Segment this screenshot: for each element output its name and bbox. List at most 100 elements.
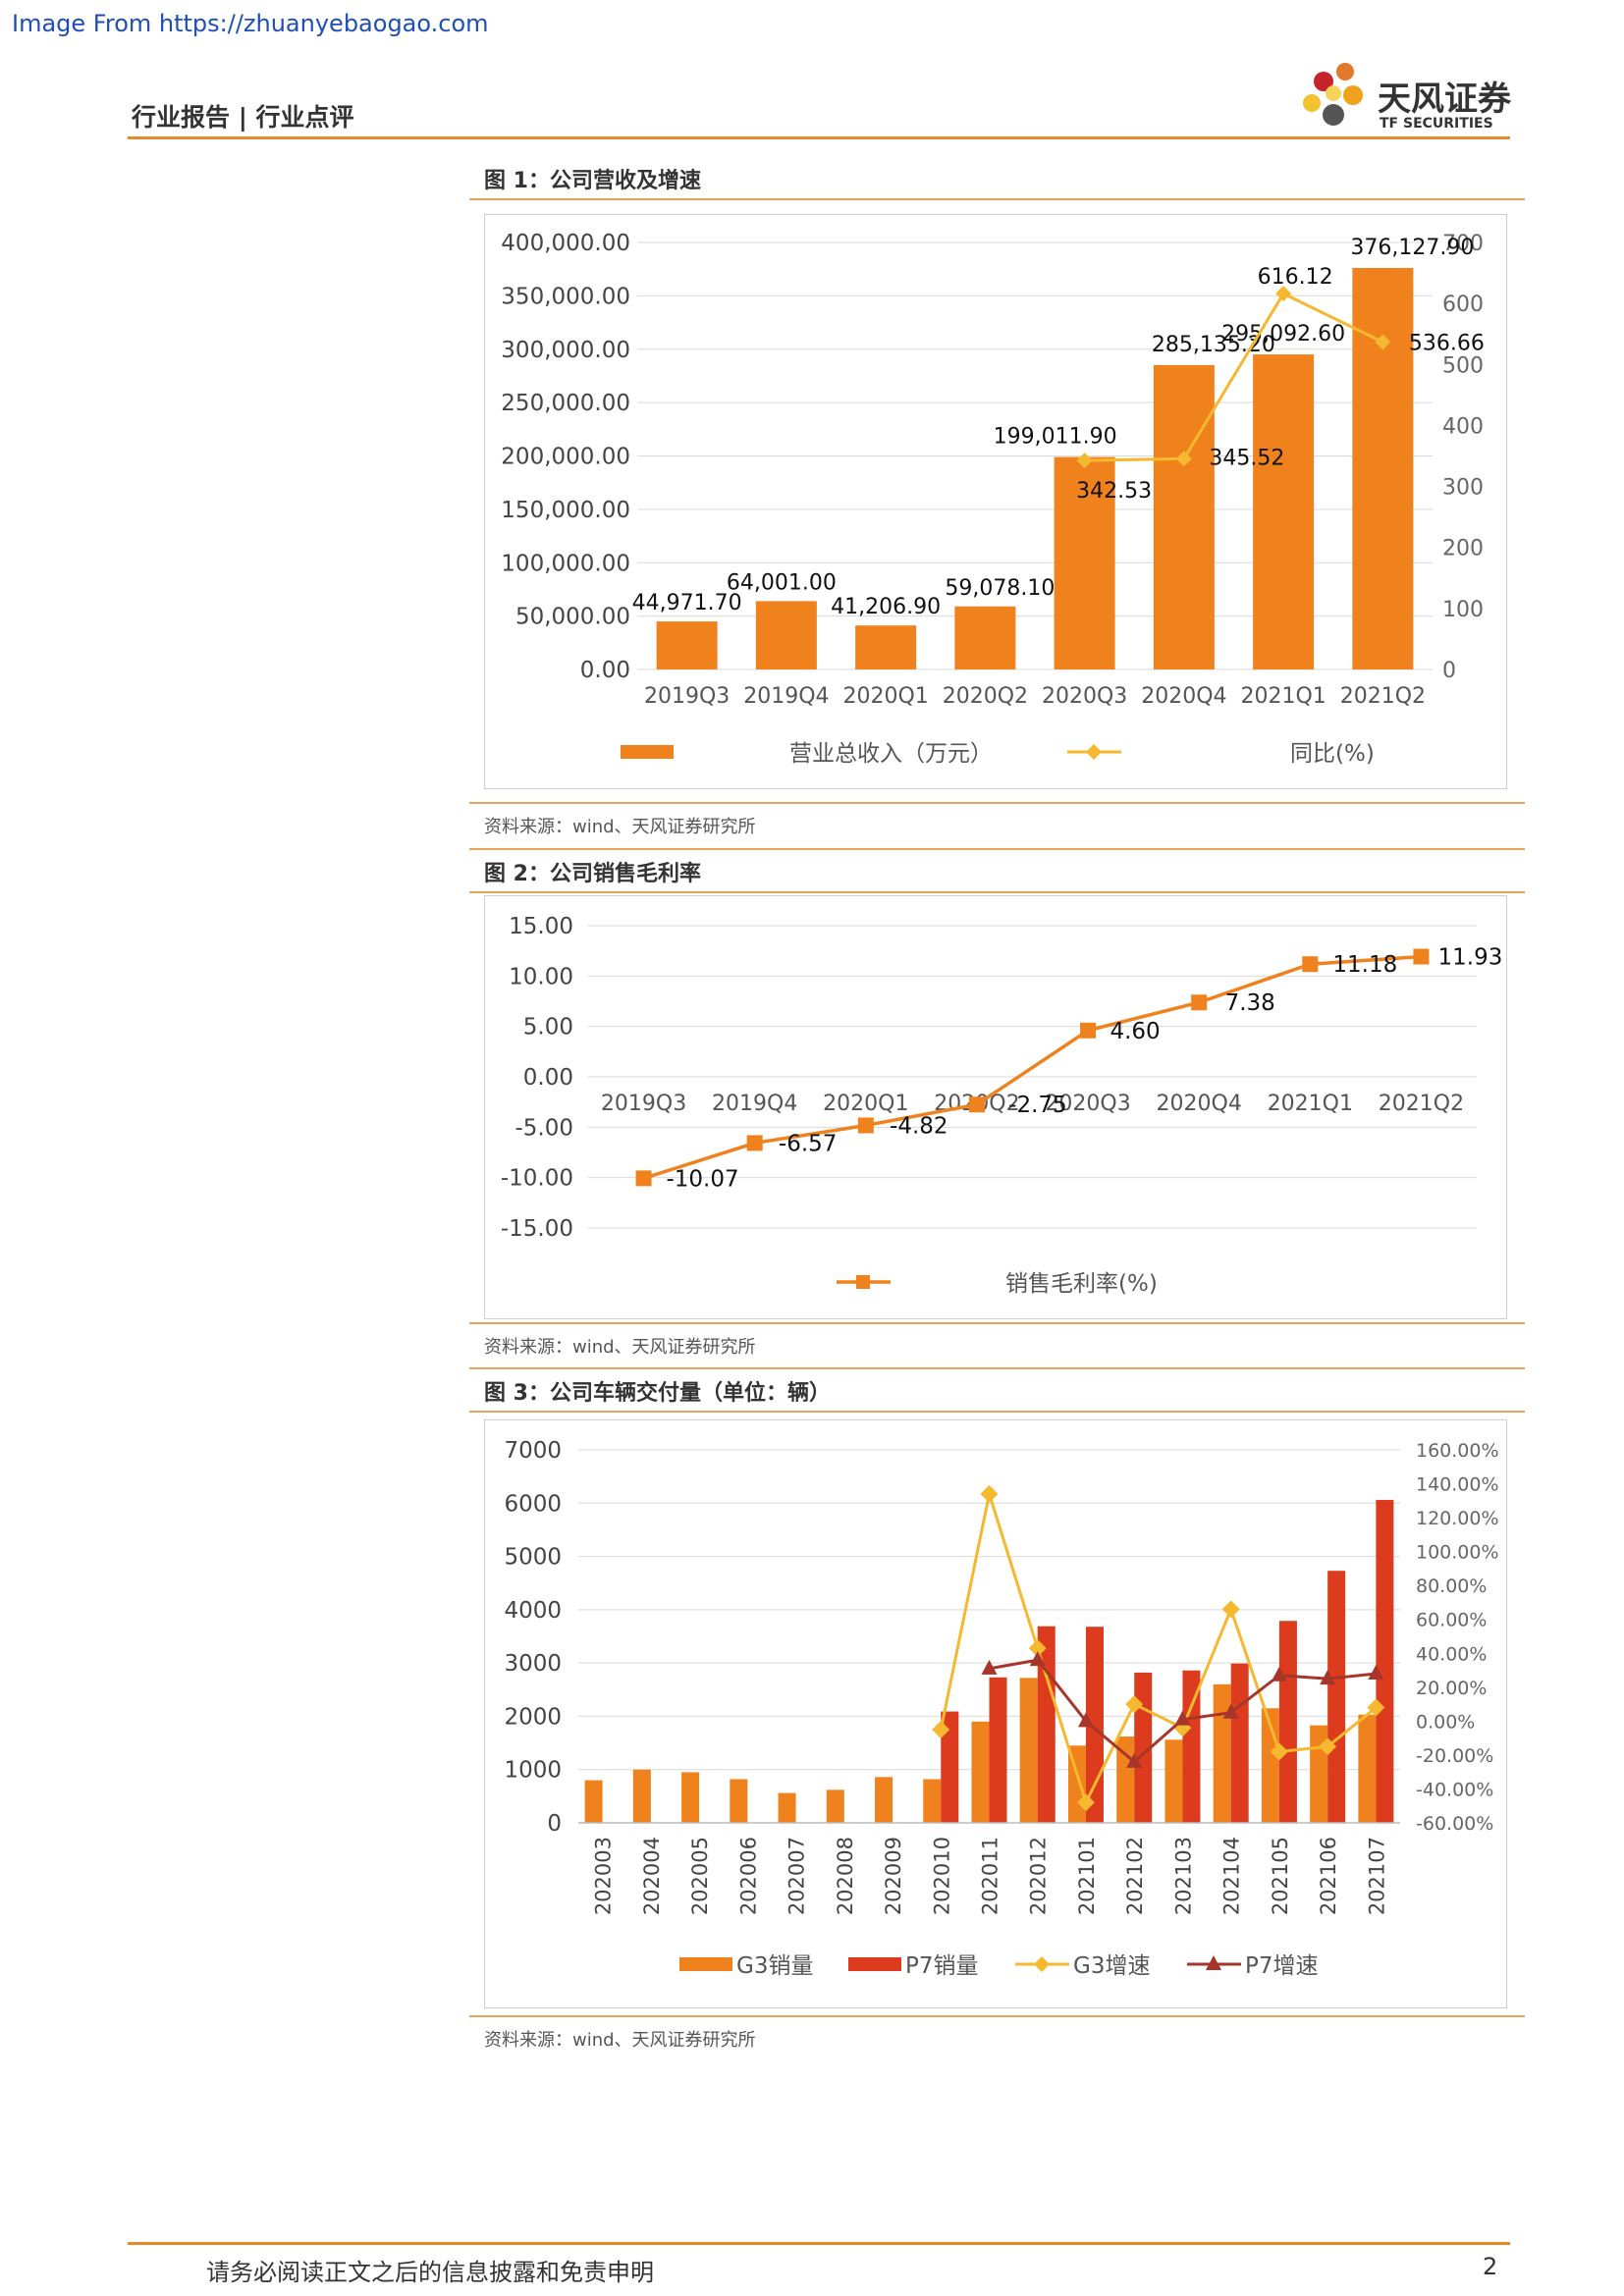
y-tick-label-right: 60.00% [1416,1610,1487,1631]
figure-1-top-rule [469,198,1525,200]
p7-sales-bar [1327,1571,1346,1823]
yoy-data-label: 342.53 [1076,479,1152,504]
x-tick-label: 202106 [1317,1837,1340,1915]
gross-margin-point [1413,948,1430,965]
legend-label-yoy: 同比(%) [1290,741,1375,767]
legend-marker-yoy [1086,744,1102,760]
x-tick-label: 2019Q3 [601,1092,686,1116]
y-tick-label: -10.00 [501,1166,573,1192]
x-tick-label: 2020Q3 [1045,1092,1130,1116]
g3-growth-point [1173,1719,1192,1737]
y-tick-label-right: 140.00% [1416,1474,1499,1496]
y-tick-label-left: 400,000.00 [501,231,630,256]
y-tick-label: 10.00 [509,964,573,989]
revenue-bar [755,601,817,669]
legend-marker-gross-margin [856,1275,870,1289]
legend-label-p7-sales: P7销量 [905,1953,979,1979]
y-tick-label-left: 100,000.00 [501,551,630,576]
y-tick-label-right: 200 [1442,537,1484,561]
gross-margin-data-label: 4.60 [1110,1019,1160,1044]
g3-sales-bar [923,1779,942,1823]
y-tick-label-left: 3000 [504,1651,562,1677]
x-tick-label: 202005 [688,1837,712,1915]
yoy-line [1084,292,1384,462]
revenue-bar [855,625,917,669]
x-tick-label: 202009 [882,1837,905,1915]
p7-growth-point [1222,1703,1239,1719]
g3-sales-bar [681,1772,700,1823]
p7-sales-bar [1230,1663,1249,1823]
x-tick-label: 202003 [592,1837,616,1915]
y-tick-label-left: 150,000.00 [501,498,630,523]
y-tick-label-left: 50,000.00 [515,605,630,630]
gross-margin-point [746,1135,763,1151]
g3-sales-bar [1310,1725,1328,1823]
x-tick-label: 202105 [1269,1837,1292,1915]
x-tick-label: 2020Q1 [823,1092,908,1116]
x-tick-label: 2019Q3 [644,684,730,709]
revenue-bar [954,606,1016,669]
g3-sales-bar [584,1780,603,1823]
y-tick-label-right: 0.00% [1416,1711,1475,1733]
y-tick-label-right: 80.00% [1416,1575,1487,1597]
y-tick-label: 5.00 [523,1015,573,1041]
y-tick-label: -15.00 [501,1216,573,1242]
x-tick-label: 2020Q4 [1141,684,1226,709]
gross-margin-point [1191,994,1208,1011]
revenue-data-label: 295,092.60 [1221,322,1345,347]
y-tick-label-left: 6000 [504,1491,562,1517]
gross-margin-line [643,954,1422,1181]
x-tick-label: 202103 [1171,1837,1195,1915]
figure-2-sub-rule [469,891,1525,893]
gross-margin-data-label: -4.82 [890,1113,948,1139]
x-tick-label: 2021Q1 [1240,684,1326,709]
x-tick-label: 2021Q2 [1340,684,1426,709]
revenue-data-label: 44,971.70 [632,591,742,615]
figure-3-source: 资料来源：wind、天风证券研究所 [484,2030,756,2051]
gross-margin-data-label: -2.75 [1008,1093,1067,1118]
gross-margin-data-label: 11.93 [1438,945,1503,971]
figure-1-title: 图 1：公司营收及增速 [484,169,701,193]
x-tick-label: 202104 [1220,1837,1244,1915]
gross-margin-point [1302,956,1319,973]
g3-growth-point [1367,1698,1385,1717]
g3-sales-bar [826,1789,844,1823]
y-tick-label-right: 40.00% [1416,1643,1487,1665]
logo-name-en: TF SECURITIES [1380,116,1493,132]
gross-margin-point [968,1096,985,1113]
legend-swatch-g3-sales [679,1957,732,1971]
g3-sales-bar [971,1721,990,1823]
y-tick-label-left: 350,000.00 [501,284,630,309]
page-number: 2 [1483,2253,1498,2280]
y-tick-label-left: 5000 [504,1545,562,1571]
p7-sales-bar [1182,1670,1201,1823]
legend-label-p7-growth: P7增速 [1245,1953,1319,1979]
x-tick-label: 202004 [640,1837,664,1915]
yoy-point [1076,453,1093,469]
g3-growth-point [980,1484,999,1503]
revenue-data-label: 199,011.90 [994,425,1117,450]
y-tick-label-right: 100 [1442,598,1484,622]
revenue-bar [1153,364,1215,669]
figure-2-top-rule [469,848,1525,850]
g3-growth-point [1076,1793,1095,1812]
y-tick-label-right: 700 [1442,232,1484,256]
y-tick-label-left: 7000 [504,1438,562,1464]
y-tick-label-left: 4000 [504,1598,562,1624]
watermark: Image From https://zhuanyebaogao.com [12,10,489,37]
p7-sales-bar [1376,1500,1394,1823]
p7-sales-bar [1278,1621,1297,1823]
gross-margin-point [635,1170,652,1187]
g3-growth-point [932,1721,950,1738]
legend-marker-g3-growth [1034,1956,1050,1972]
y-tick-label-right: 20.00% [1416,1678,1487,1699]
revenue-data-label: 41,206.90 [831,595,941,619]
y-tick-label-left: 0.00 [580,658,630,683]
legend-label-gross-margin: 销售毛利率(%) [1005,1271,1158,1297]
yoy-point [1175,451,1192,467]
revenue-chart-svg: 0.00 50,000.00 100,000.00 150,000.00 200,000… [501,231,1485,767]
figure-3-top-rule [469,1367,1525,1369]
p7-growth-point [1126,1752,1143,1768]
figure-3-title: 图 3：公司车辆交付量（单位：辆） [484,1381,831,1406]
y-tick-label-right: 120.00% [1416,1508,1499,1529]
